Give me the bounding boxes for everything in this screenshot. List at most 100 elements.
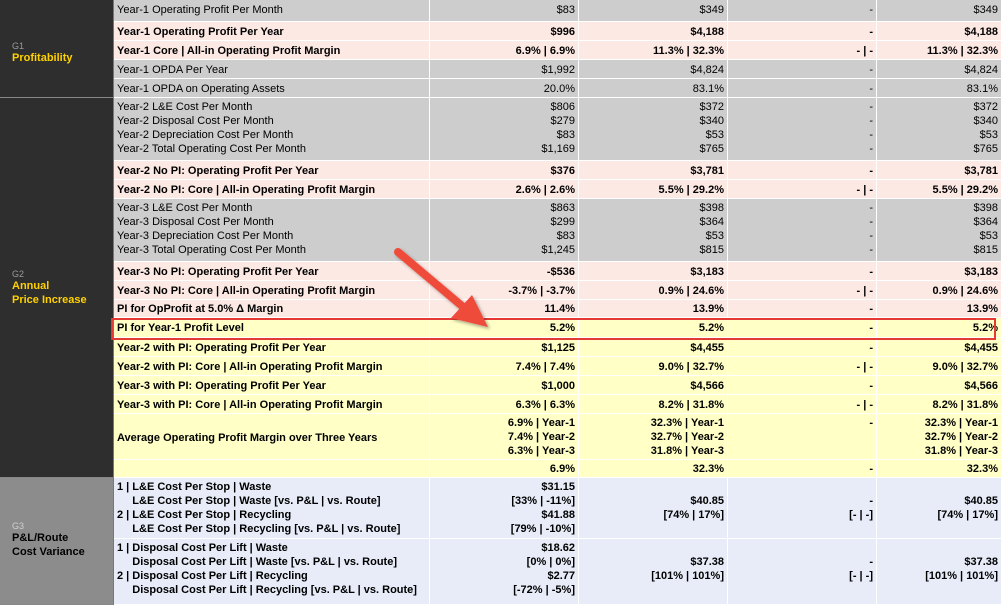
cell-value: $3,183 [690, 266, 724, 278]
value-cell-4: $4,455 [877, 338, 1001, 356]
cell-value: 5.2% [698, 322, 724, 334]
row-label: Year-3 Total Operating Cost Per Month [117, 244, 306, 256]
cell-value: - | - [856, 285, 873, 297]
row-label-cell: Year-3 No PI: Core | All-in Operating Pr… [114, 281, 430, 299]
row-label: Year-2 with PI: Core | All-in Operating … [117, 361, 383, 373]
cell-value: $53 [705, 230, 724, 242]
row-label: Average Operating Profit Margin over Thr… [117, 432, 378, 444]
cell-value: 32.3% [966, 463, 998, 475]
value-cell-4: $372 $340 $53 $765 [877, 98, 1001, 160]
group-profitability: G1 Profitability [0, 0, 114, 98]
cell-value: $53 [705, 129, 724, 141]
cell-value: [- | -] [849, 509, 873, 521]
group-id: G1 [12, 41, 25, 51]
value-cell-1: $863 $299 $83 $1,245 [430, 199, 579, 261]
cell-value: $372 [973, 101, 998, 113]
value-cell-4: $40.85 [74% | 17%] [877, 478, 1001, 538]
row-label: Year-3 with PI: Operating Profit Per Yea… [117, 380, 326, 392]
row-label-cell: Year-2 with PI: Core | All-in Operating … [114, 357, 430, 375]
cell-value: [74% | 17%] [937, 509, 998, 521]
row-label: L&E Cost Per Stop | Waste [vs. P&L | vs.… [117, 495, 381, 507]
row-label: Year-2 L&E Cost Per Month [117, 101, 253, 113]
table-row: Year-2 No PI: Operating Profit Per Year $… [114, 161, 1001, 180]
value-cell-1: -3.7% | -3.7% [430, 281, 579, 299]
cell-value: - [869, 417, 873, 429]
cell-value: $349 [973, 4, 998, 16]
row-label: 1 | Disposal Cost Per Lift | Waste [117, 542, 288, 554]
table-row: Average Operating Profit Margin over Thr… [114, 414, 1001, 460]
cell-value: - [869, 303, 873, 315]
row-label: PI for OpProfit at 5.0% Δ Margin [117, 303, 284, 315]
value-cell-2: 32.3% | Year-1 32.7% | Year-2 31.8% | Year… [579, 414, 728, 459]
value-cell-1: $1,992 [430, 60, 579, 78]
row-label: Year-3 L&E Cost Per Month [117, 202, 253, 214]
row-label: PI for Year-1 Profit Level [117, 322, 244, 334]
value-cell-4: 0.9% | 24.6% [877, 281, 1001, 299]
cell-value: [33% | -11%] [511, 495, 575, 507]
cell-value: $279 [550, 115, 575, 127]
value-cell-4: $3,781 [877, 161, 1001, 179]
cell-value: - [869, 101, 873, 113]
cell-value [880, 480, 998, 494]
cell-value: $41.88 [541, 509, 575, 521]
cell-value: $4,455 [690, 342, 724, 354]
value-cell-3: - [728, 0, 877, 21]
cell-value: - [869, 115, 873, 127]
row-label-cell: 1 | Disposal Cost Per Lift | Waste Dispo… [114, 539, 430, 604]
cell-value: $765 [973, 143, 998, 155]
cell-value: $349 [699, 4, 724, 16]
value-cell-3: - | - [728, 357, 877, 375]
row-label: 1 | L&E Cost Per Stop | Waste [117, 481, 272, 493]
row-label-cell: Year-2 with PI: Operating Profit Per Yea… [114, 338, 430, 356]
value-cell-2: 5.5% | 29.2% [579, 180, 728, 198]
cell-value: 32.3% | Year-1 [650, 417, 724, 429]
row-label: Disposal Cost Per Lift | Waste [vs. P&L … [117, 556, 397, 568]
row-label: Year-1 Operating Profit Per Month [117, 4, 283, 16]
cell-value: 6.9% | 6.9% [515, 45, 575, 57]
cell-value [582, 522, 724, 536]
cell-value: - [869, 216, 873, 228]
table-row: PI for Year-1 Profit Level 5.2% 5.2% - 5.2% [114, 318, 1001, 338]
row-label: Year-1 Core | All-in Operating Profit Ma… [117, 45, 341, 57]
cell-value: $765 [699, 143, 724, 155]
row-label-cell: Year-1 Operating Profit Per Month [114, 0, 430, 21]
row-label: Year-2 No PI: Operating Profit Per Year [117, 165, 319, 177]
value-cell-4: $3,183 [877, 262, 1001, 280]
cell-value: $806 [550, 101, 575, 113]
cell-value: $1,992 [541, 64, 575, 76]
value-cell-1: 5.2% [430, 318, 579, 337]
group-id: G2 [12, 269, 25, 279]
table-row: Year-3 No PI: Core | All-in Operating Pr… [114, 281, 1001, 300]
cell-value: $299 [550, 216, 575, 228]
cell-value: [0% | 0%] [526, 556, 575, 568]
row-label: Year-2 with PI: Operating Profit Per Yea… [117, 342, 326, 354]
value-cell-1: 2.6% | 2.6% [430, 180, 579, 198]
cell-value: [74% | 17%] [663, 509, 724, 521]
value-cell-1: 6.9% | Year-1 7.4% | Year-2 6.3% | Year-3 [430, 414, 579, 459]
group-name: Annual Price Increase [12, 280, 87, 306]
cell-value: $4,566 [964, 380, 998, 392]
cell-value: [79% | -10%] [510, 523, 575, 535]
cell-value: $40.85 [964, 495, 998, 507]
cell-value: $815 [699, 244, 724, 256]
cell-value: - [869, 4, 873, 16]
cell-value: 32.7% | Year-2 [924, 431, 998, 443]
value-cell-4: 5.5% | 29.2% [877, 180, 1001, 198]
cell-value: 13.9% [692, 303, 724, 315]
cell-value: $1,169 [541, 143, 575, 155]
value-cell-3: - | - [728, 180, 877, 198]
row-label: Year-3 Depreciation Cost Per Month [117, 230, 294, 242]
value-cell-3: - [- | -] [728, 539, 877, 604]
cell-value: 32.3% [692, 463, 724, 475]
value-cell-3: - | - [728, 281, 877, 299]
cell-value: - [869, 463, 873, 475]
value-cell-3: - [728, 22, 877, 40]
table-row: Year-1 OPDA on Operating Assets 20.0% 83.1… [114, 79, 1001, 98]
value-cell-2: 83.1% [579, 79, 728, 97]
row-label: Disposal Cost Per Lift | Recycling [vs. … [117, 584, 417, 596]
cell-value: - | - [856, 361, 873, 373]
value-cell-1: 7.4% | 7.4% [430, 357, 579, 375]
row-label-cell: PI for OpProfit at 5.0% Δ Margin [114, 300, 430, 317]
value-cell-3: - [728, 300, 877, 317]
row-label-cell: Year-1 OPDA on Operating Assets [114, 79, 430, 97]
